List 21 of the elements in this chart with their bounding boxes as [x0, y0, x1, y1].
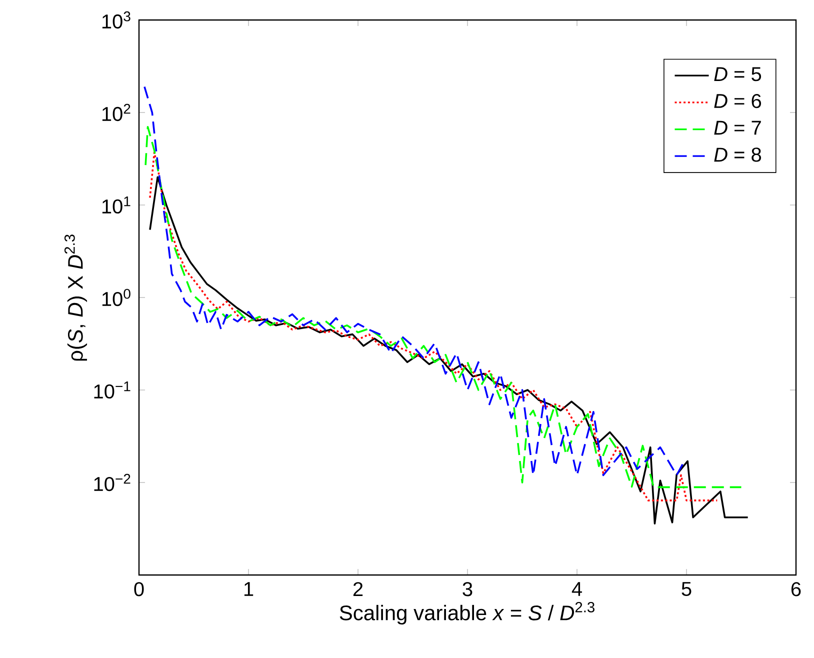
- y-tick-label: 10$^{3}$: [102, 11, 130, 29]
- legend-label: D = 7: [714, 120, 761, 135]
- x-tick-label: 2: [353, 582, 363, 596]
- x-axis-title: Scaling variable x = S / D$^{2.3}$: [340, 602, 594, 624]
- y-tick-label: 10$^{2}$: [102, 104, 130, 122]
- x-tick-label: 4: [572, 582, 582, 596]
- legend-label: D = 6: [714, 94, 762, 108]
- x-tick-label: 3: [462, 582, 472, 596]
- y-axis-title: ρ(S, D) X D$^{2.3}$: [64, 234, 87, 361]
- line-series: [144, 86, 686, 476]
- x-tick-label: 1: [244, 582, 254, 596]
- line-series: [149, 176, 749, 524]
- y-tick-label: 10$^{0}$: [102, 288, 130, 306]
- x-tick-label: 0: [134, 582, 144, 596]
- y-tick-label: 10$^{1}$: [102, 196, 130, 214]
- x-tick-label: 6: [791, 582, 801, 596]
- y-tick-label: 10$^{−1}$: [94, 381, 130, 399]
- y-tick-label: 10$^{−2}$: [94, 474, 130, 492]
- legend-label: D = 8: [714, 148, 762, 162]
- legend-label: D = 5: [714, 67, 762, 82]
- x-tick-label: 5: [682, 582, 692, 596]
